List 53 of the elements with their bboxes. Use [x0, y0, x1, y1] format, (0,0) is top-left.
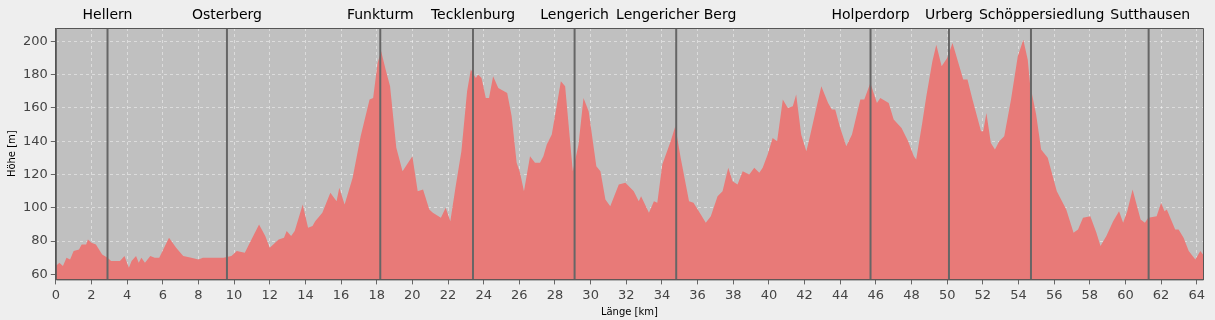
ref-line-label: Sutthausen [1110, 5, 1191, 22]
y-tick-label: 60 [31, 265, 48, 281]
x-tick-label: 46 [867, 286, 885, 302]
x-tick-label: 48 [903, 286, 920, 302]
ref-line-label: Funkturm [346, 5, 414, 22]
ref-line-label: Osterberg [191, 5, 262, 22]
x-tick-label: 26 [511, 286, 528, 302]
x-axis-title: Länge [km] [600, 305, 659, 317]
ref-line-label: Lengericher Berg [616, 5, 737, 22]
ref-line-label: Holperdorp [831, 5, 910, 22]
x-tick-label: 10 [225, 286, 243, 302]
ref-line-label: Urberg [925, 5, 973, 22]
x-tick-label: 52 [974, 286, 992, 302]
x-tick-label: 0 [51, 286, 60, 302]
x-tick-label: 18 [368, 286, 385, 302]
x-tick-label: 50 [938, 286, 956, 302]
x-tick-label: 36 [689, 286, 706, 302]
x-tick-label: 4 [122, 286, 132, 302]
x-tick-label: 56 [1045, 286, 1063, 302]
x-tick-label: 24 [475, 286, 492, 302]
x-tick-label: 40 [760, 286, 778, 302]
x-tick-label: 54 [1010, 286, 1027, 302]
y-tick-label: 120 [22, 165, 48, 181]
x-tick-label: 58 [1081, 286, 1099, 302]
x-tick-label: 20 [404, 286, 421, 302]
y-tick-label: 140 [22, 132, 48, 148]
x-tick-label: 8 [194, 286, 203, 302]
x-tick-label: 22 [439, 286, 457, 302]
y-tick-label: 200 [22, 32, 48, 48]
ref-line-label: Schöppersiedlung [978, 5, 1105, 22]
x-tick-label: 6 [158, 286, 167, 302]
x-tick-label: 64 [1188, 286, 1206, 302]
x-tick-label: 34 [653, 286, 671, 302]
x-tick-label: 38 [724, 286, 742, 302]
ref-line-label: Tecklenburg [429, 5, 516, 22]
x-tick-label: 28 [546, 286, 564, 302]
x-tick-label: 60 [1117, 286, 1134, 302]
x-tick-label: 32 [618, 286, 635, 302]
ref-line-label: Hellern [82, 5, 133, 22]
y-axis-title: Höhe [m] [5, 130, 17, 178]
y-tick-label: 160 [22, 99, 48, 115]
x-tick-label: 44 [831, 286, 849, 302]
ref-line-label: Lengerich [540, 5, 609, 22]
x-tick-label: 42 [796, 286, 813, 302]
x-tick-label: 30 [582, 286, 599, 302]
y-tick-label: 80 [31, 232, 48, 248]
y-tick-label: 180 [22, 65, 48, 81]
x-tick-label: 62 [1152, 286, 1170, 302]
x-tick-label: 16 [332, 286, 350, 302]
x-tick-label: 12 [261, 286, 279, 302]
y-tick-label: 100 [22, 199, 48, 215]
x-tick-label: 14 [297, 286, 314, 302]
x-tick-label: 2 [87, 286, 96, 302]
